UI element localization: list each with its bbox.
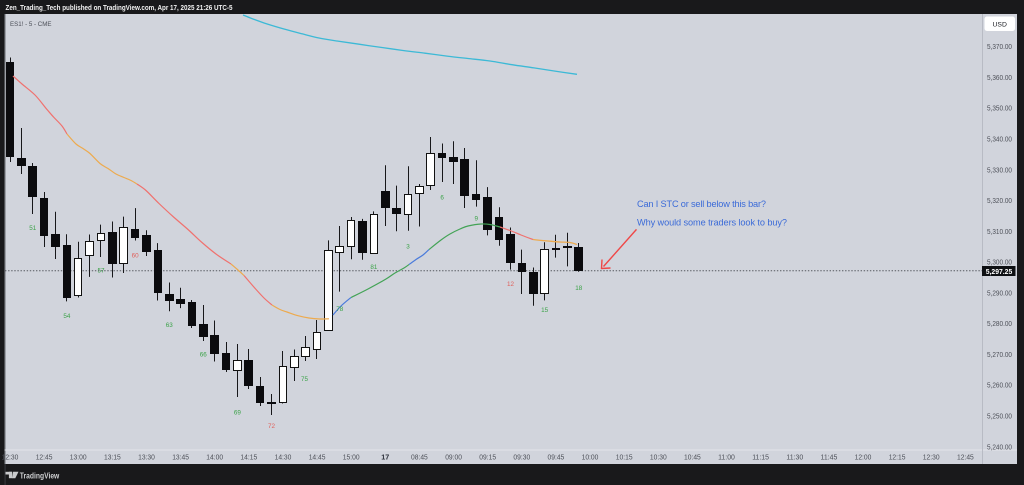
svg-text:5,370.00: 5,370.00 — [987, 42, 1012, 51]
svg-text:17: 17 — [381, 453, 389, 462]
svg-text:5,290.00: 5,290.00 — [987, 288, 1012, 297]
svg-text:5,250.00: 5,250.00 — [987, 412, 1012, 421]
svg-text:5,297.25: 5,297.25 — [986, 269, 1013, 276]
svg-text:12:15: 12:15 — [889, 453, 906, 462]
svg-text:11:15: 11:15 — [752, 453, 769, 462]
svg-text:60: 60 — [132, 253, 140, 260]
svg-text:08:45: 08:45 — [411, 453, 428, 462]
svg-text:12:00: 12:00 — [855, 453, 872, 462]
svg-text:10:15: 10:15 — [616, 453, 633, 462]
svg-text:15: 15 — [541, 307, 549, 314]
svg-text:10:30: 10:30 — [650, 453, 667, 462]
svg-text:Why would some traders look to: Why would some traders look to buy? — [637, 217, 787, 227]
svg-text:78: 78 — [336, 306, 344, 313]
svg-text:81: 81 — [370, 264, 378, 271]
svg-text:6: 6 — [440, 195, 444, 202]
svg-text:63: 63 — [166, 322, 174, 329]
svg-text:12:45: 12:45 — [957, 453, 974, 462]
svg-text:54: 54 — [63, 313, 71, 320]
svg-text:5,310.00: 5,310.00 — [987, 227, 1012, 236]
svg-text:11:00: 11:00 — [718, 453, 735, 462]
svg-text:5,350.00: 5,350.00 — [987, 104, 1012, 113]
svg-text:15:00: 15:00 — [343, 453, 360, 462]
svg-text:Can I STC or sell below this b: Can I STC or sell below this bar? — [637, 199, 766, 209]
svg-text:66: 66 — [200, 352, 208, 359]
svg-text:11:45: 11:45 — [821, 453, 838, 462]
svg-text:09:15: 09:15 — [479, 453, 496, 462]
svg-text:12:45: 12:45 — [36, 453, 53, 462]
svg-text:10:00: 10:00 — [582, 453, 599, 462]
svg-text:5,340.00: 5,340.00 — [987, 135, 1012, 144]
svg-text:13:15: 13:15 — [104, 453, 121, 462]
svg-text:5,280.00: 5,280.00 — [987, 319, 1012, 328]
svg-text:Zen_Trading_Tech published on: Zen_Trading_Tech published on TradingVie… — [6, 3, 233, 12]
svg-text:09:45: 09:45 — [548, 453, 565, 462]
svg-text:5,360.00: 5,360.00 — [987, 73, 1012, 82]
svg-text:13:45: 13:45 — [172, 453, 189, 462]
svg-text:51: 51 — [29, 225, 37, 232]
svg-text:USD: USD — [993, 21, 1007, 28]
svg-text:12:30: 12:30 — [923, 453, 940, 462]
svg-text:13:00: 13:00 — [70, 453, 87, 462]
svg-text:72: 72 — [268, 423, 276, 430]
svg-text:5,240.00: 5,240.00 — [987, 442, 1012, 451]
svg-text:14:30: 14:30 — [275, 453, 292, 462]
svg-text:09:30: 09:30 — [513, 453, 530, 462]
svg-text:5,300.00: 5,300.00 — [987, 258, 1012, 267]
svg-text:TradingView: TradingView — [20, 471, 60, 480]
svg-text:14:15: 14:15 — [240, 453, 257, 462]
svg-text:ES1! - 5 - CME: ES1! - 5 - CME — [10, 21, 52, 28]
svg-text:14:45: 14:45 — [309, 453, 326, 462]
svg-text:57: 57 — [97, 268, 105, 275]
svg-text:5,330.00: 5,330.00 — [987, 165, 1012, 174]
svg-text:12:30: 12:30 — [2, 453, 19, 462]
svg-text:75: 75 — [301, 376, 309, 383]
svg-text:14:00: 14:00 — [206, 453, 223, 462]
svg-text:9: 9 — [474, 216, 478, 223]
svg-text:5,260.00: 5,260.00 — [987, 381, 1012, 390]
svg-text:12: 12 — [507, 281, 515, 288]
svg-text:18: 18 — [575, 285, 583, 292]
svg-text:13:30: 13:30 — [138, 453, 155, 462]
svg-text:11:30: 11:30 — [786, 453, 803, 462]
svg-text:10:45: 10:45 — [684, 453, 701, 462]
svg-text:3: 3 — [406, 244, 410, 251]
svg-text:5,270.00: 5,270.00 — [987, 350, 1012, 359]
svg-text:69: 69 — [234, 410, 242, 417]
svg-text:5,320.00: 5,320.00 — [987, 196, 1012, 205]
svg-text:09:00: 09:00 — [445, 453, 462, 462]
